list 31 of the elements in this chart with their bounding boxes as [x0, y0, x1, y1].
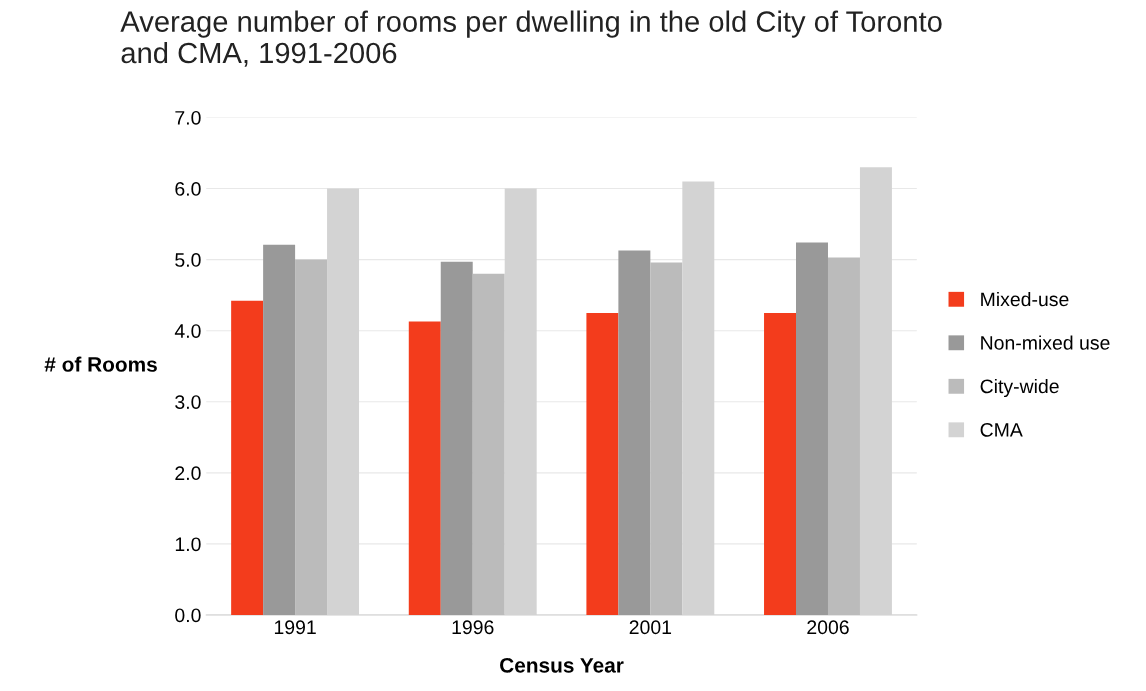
- bar: [472, 273, 505, 615]
- bar: [764, 312, 797, 615]
- y-tick-label: 2.0: [175, 466, 201, 481]
- bar: [796, 242, 828, 615]
- x-tick-label: 2001: [629, 620, 672, 635]
- bar: [295, 259, 328, 615]
- bar: [408, 321, 441, 615]
- y-axis-title: # of Rooms: [44, 356, 157, 372]
- chart-title: Average number of rooms per dwelling in the old City of Toronto and CMA, 1991-2006: [120, 10, 942, 67]
- y-tick-label: 1.0: [175, 537, 201, 552]
- bar: [231, 300, 264, 615]
- y-tick-label: 7.0: [175, 110, 201, 125]
- legend-label: Non-mixed use: [981, 335, 1110, 350]
- y-tick-label: 0.0: [175, 608, 201, 623]
- bar: [263, 244, 296, 615]
- x-tick-label: 2006: [807, 620, 849, 635]
- legend-label: City-wide: [980, 378, 1059, 398]
- x-tick-label: 1996: [452, 620, 494, 635]
- y-tick-label: 5.0: [175, 253, 201, 267]
- bar: [586, 312, 619, 615]
- bar: [440, 261, 473, 615]
- y-tick-label: 4.0: [174, 324, 201, 338]
- bar: [650, 262, 683, 615]
- y-tick-label: 3.0: [175, 395, 201, 409]
- x-axis-title: Census Year: [500, 657, 624, 673]
- bar: [827, 257, 860, 615]
- legend-label: Mixed-use: [981, 291, 1069, 307]
- bar: [618, 250, 651, 615]
- legend-label: CMA: [980, 422, 1023, 437]
- x-tick-label: 1991: [274, 620, 316, 635]
- y-tick-label: 6.0: [175, 182, 201, 196]
